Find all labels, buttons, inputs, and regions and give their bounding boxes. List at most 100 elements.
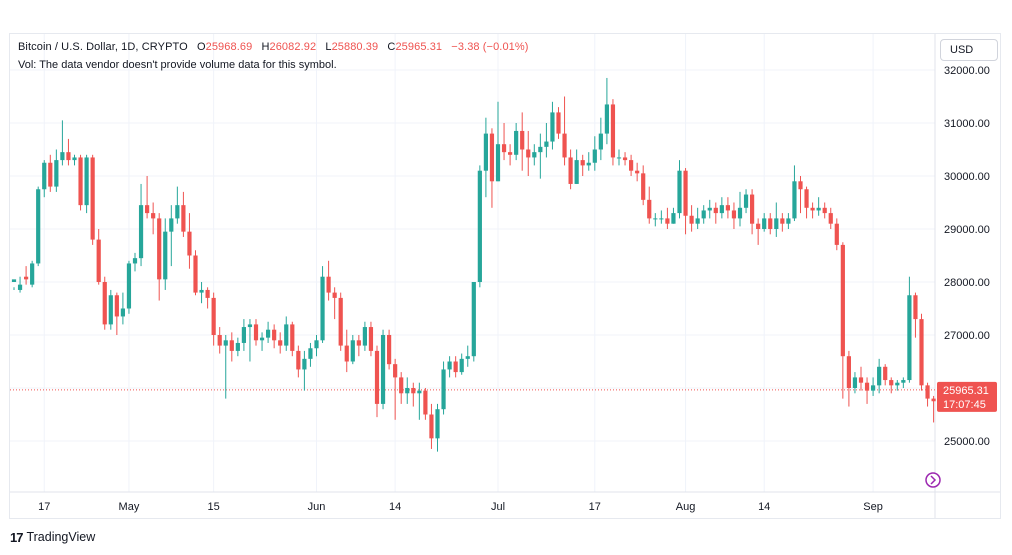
legend-change: −3.38 (−0.01%) [451, 41, 529, 53]
candle-body [671, 213, 676, 224]
candle-body [931, 398, 936, 402]
x-tick-label: Aug [676, 501, 696, 513]
candle-body [235, 342, 240, 351]
candle-body [598, 133, 603, 150]
candle-body [272, 329, 277, 341]
candle-body [405, 388, 410, 394]
candle-body [731, 210, 737, 219]
candle-body [695, 218, 700, 224]
candle-body [580, 160, 585, 166]
y-tick-label: 31000.00 [944, 118, 990, 130]
candle-body [774, 218, 779, 229]
candle-body [883, 366, 888, 381]
candle-body [151, 213, 156, 219]
candle-body [677, 170, 682, 214]
candle-body [138, 205, 144, 259]
candle-body [114, 295, 119, 317]
candle-body [477, 170, 482, 282]
legend-open-label: O [196, 41, 206, 53]
candle-body [901, 380, 906, 383]
candle-body [852, 377, 858, 388]
candle-body [320, 276, 325, 341]
candle-body [532, 152, 537, 158]
candle-body [816, 207, 821, 211]
chart-legend: Bitcoin / U.S. Dollar, 1D, CRYPTO O25968… [18, 41, 529, 53]
candle-body [641, 173, 646, 200]
candle-body [84, 157, 89, 206]
candle-body [556, 112, 561, 134]
legend-low-label: L [325, 41, 332, 53]
candle-body [211, 297, 216, 335]
candle-body [217, 335, 222, 346]
x-tick-label: 17 [589, 501, 601, 513]
brand-name: TradingView [26, 530, 96, 544]
candle-body [241, 327, 246, 343]
candle-body [562, 133, 567, 158]
candle-body [181, 205, 186, 232]
candle-body [526, 149, 531, 158]
price-tag-countdown: 17:07:45 [943, 399, 986, 411]
candle-body [54, 160, 59, 187]
y-tick-label: 27000.00 [944, 330, 990, 342]
candle-body [374, 350, 380, 404]
candle-body [441, 369, 446, 410]
candles [11, 77, 948, 452]
candle-body [459, 358, 464, 373]
candle-body [163, 231, 168, 280]
candle-body [362, 327, 367, 346]
candle-body [350, 340, 355, 362]
candle-body [610, 104, 616, 158]
legend-close-label: C [387, 41, 396, 53]
candle-body [30, 263, 35, 285]
legend-symbol[interactable]: Bitcoin / U.S. Dollar, 1D, CRYPTO [18, 41, 188, 53]
candle-body [120, 308, 125, 317]
x-tick-label: 14 [389, 501, 401, 513]
candle-body [707, 207, 712, 211]
candle-body [574, 160, 579, 184]
candle-body [895, 382, 900, 386]
candle-body [284, 324, 289, 346]
event-marker-ring [925, 472, 941, 488]
candle-body [719, 205, 724, 214]
candle-body [338, 297, 343, 346]
candle-body [858, 377, 864, 383]
candle-body [175, 205, 180, 219]
candle-body [786, 218, 791, 224]
candle-body [296, 350, 301, 370]
candle-body [247, 324, 253, 328]
candle-body [447, 361, 452, 370]
grid [10, 34, 935, 492]
candle-body [822, 207, 827, 214]
currency-button[interactable]: USD [940, 39, 998, 61]
x-tick-label: Sep [863, 501, 883, 513]
candle-body [453, 361, 458, 373]
legend-high-value: 26082.92 [269, 41, 317, 53]
candle-body [495, 144, 501, 182]
candle-body [199, 289, 204, 293]
candle-body [48, 162, 53, 187]
candle-body [501, 144, 507, 153]
candle-body [308, 348, 313, 359]
y-tick-label: 29000.00 [944, 224, 990, 236]
candle-body [871, 385, 876, 391]
candle-body [314, 340, 319, 349]
x-tick-label: 14 [758, 501, 770, 513]
candle-body [399, 377, 404, 394]
candle-body [592, 149, 597, 163]
candle-body [913, 295, 918, 320]
candle-body [102, 282, 107, 325]
candle-body [24, 276, 29, 280]
candle-body [544, 141, 549, 147]
tradingview-brand[interactable]: 17 TradingView [10, 528, 95, 546]
legend-open-value: 25968.69 [205, 41, 253, 53]
candle-body [568, 157, 573, 184]
candle-body [326, 276, 331, 293]
candle-body [701, 210, 706, 219]
candle-body [798, 181, 803, 190]
candle-body [550, 112, 555, 142]
candle-body [72, 157, 77, 161]
candle-body [187, 231, 192, 256]
candle-body [259, 337, 265, 341]
candle-body [780, 218, 785, 224]
